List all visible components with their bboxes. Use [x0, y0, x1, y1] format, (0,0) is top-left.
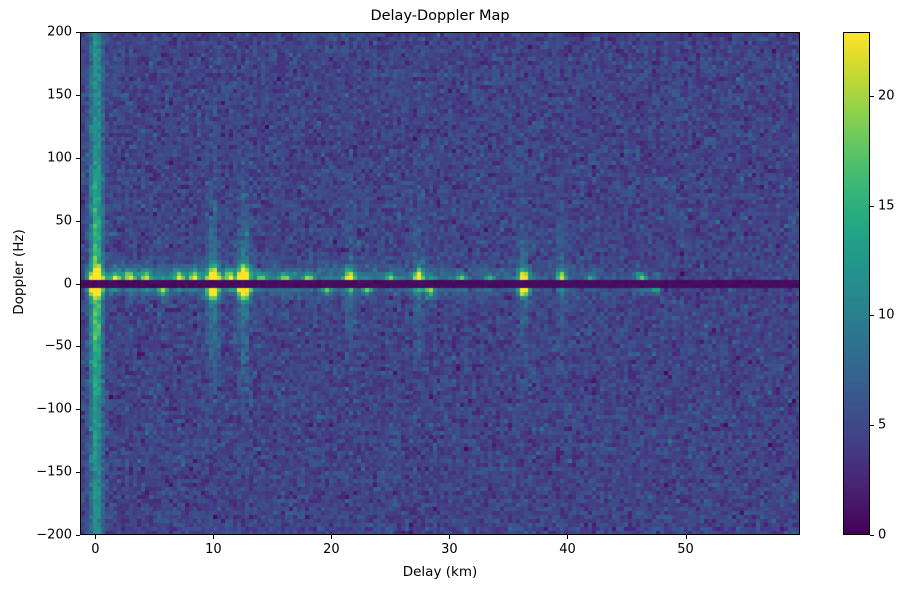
x-tick-mark	[331, 535, 332, 539]
colorbar-tick-label: 10	[878, 307, 895, 323]
y-tick-mark	[76, 409, 80, 410]
y-tick-label: −200	[36, 527, 72, 543]
y-tick-label: 0	[63, 276, 72, 291]
heatmap-plot-area[interactable]	[80, 32, 800, 535]
y-tick-mark	[76, 221, 80, 222]
x-tick-label: 20	[323, 542, 340, 557]
x-tick-label: 0	[91, 542, 100, 557]
x-tick-mark	[449, 535, 450, 539]
x-tick-mark	[95, 535, 96, 539]
y-tick-mark	[76, 346, 80, 347]
x-tick-mark	[567, 535, 568, 539]
page-title: Delay-Doppler Map	[370, 8, 510, 24]
y-tick-mark	[76, 158, 80, 159]
y-tick-mark	[76, 472, 80, 473]
y-tick-label: −150	[36, 464, 72, 480]
colorbar-tick-label: 15	[878, 198, 895, 214]
colorbar-tick-label: 0	[878, 527, 887, 543]
x-tick-label: 40	[559, 542, 576, 557]
y-tick-label: −100	[36, 401, 72, 417]
y-tick-label: 150	[47, 87, 72, 103]
colorbar[interactable]	[843, 32, 870, 535]
colorbar-tick-mark	[870, 535, 874, 536]
colorbar-tick-label: 20	[878, 88, 895, 104]
x-tick-label: 10	[205, 542, 222, 557]
y-tick-label: 50	[55, 213, 72, 229]
y-tick-mark	[76, 535, 80, 536]
y-tick-label: 200	[47, 24, 72, 40]
x-tick-label: 50	[677, 542, 694, 557]
y-tick-label: 100	[47, 150, 72, 166]
colorbar-gradient	[844, 33, 869, 534]
x-tick-mark	[686, 535, 687, 539]
delay-doppler-heatmap[interactable]	[81, 33, 799, 534]
y-tick-mark	[76, 95, 80, 96]
colorbar-tick-mark	[870, 96, 874, 97]
colorbar-tick-label: 5	[878, 417, 887, 433]
y-tick-mark	[76, 32, 80, 33]
x-tick-label: 30	[441, 542, 458, 557]
y-axis-label: Doppler (Hz)	[11, 229, 27, 315]
colorbar-tick-mark	[870, 425, 874, 426]
colorbar-tick-mark	[870, 206, 874, 207]
x-axis-label: Delay (km)	[402, 564, 478, 580]
y-tick-label: −50	[44, 338, 72, 354]
y-tick-mark	[76, 284, 80, 285]
colorbar-tick-mark	[870, 315, 874, 316]
x-tick-mark	[213, 535, 214, 539]
